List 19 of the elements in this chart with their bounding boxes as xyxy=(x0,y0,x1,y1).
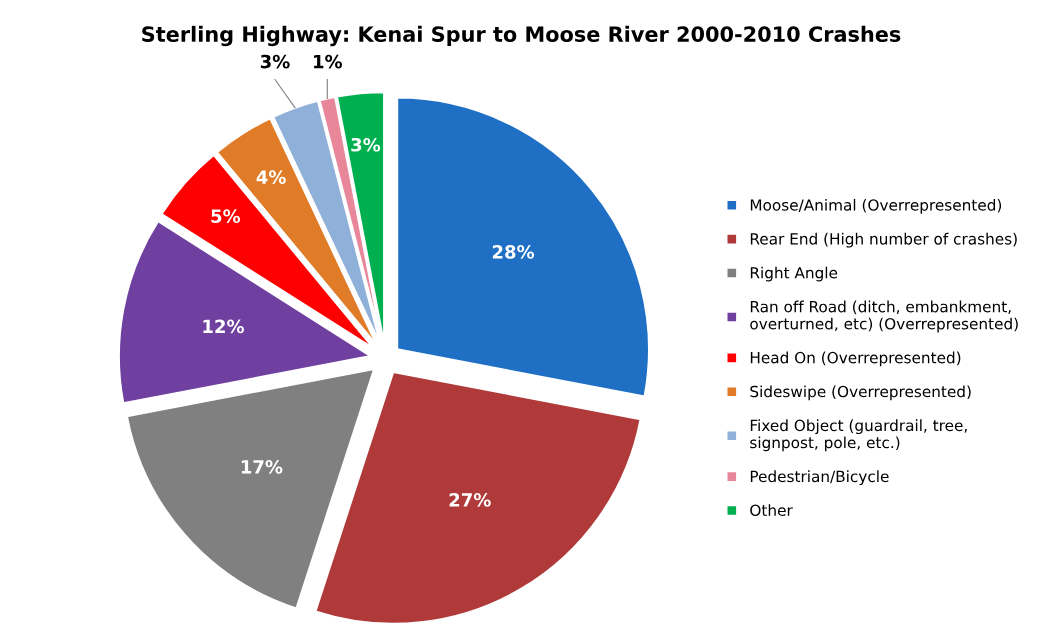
data-label: 1% xyxy=(314,54,343,69)
data-label: 17% xyxy=(241,459,283,474)
data-label: 3% xyxy=(351,137,381,152)
chart-title: Sterling Highway: Kenai Spur to Moose River 2000-2010 Crashes xyxy=(142,25,901,47)
data-label: 3% xyxy=(260,54,290,69)
legend-label: Head On (Overrepresented) xyxy=(750,351,961,367)
legend-label: Moose/Animal (Overrepresented) xyxy=(750,198,1002,214)
data-label: 5% xyxy=(211,209,241,223)
legend-label: Fixed Object (guardrail, tree, signpost, pole, etc.) xyxy=(750,419,967,452)
legend-label: Ran off Road (ditch, embankment, overturned, etc) (Overrepresented) xyxy=(750,300,1018,333)
data-label: 4% xyxy=(256,170,286,184)
data-label: 28% xyxy=(492,245,535,259)
legend-label: Pedestrian/Bicycle xyxy=(750,470,889,486)
legend-label: Other xyxy=(750,504,793,517)
legend-label: Sideswipe (Overrepresented) xyxy=(750,385,971,401)
legend-label: Rear End (High number of crashes) xyxy=(750,232,1017,248)
data-label: 12% xyxy=(203,319,245,334)
legend-label: Right Angle xyxy=(750,266,838,282)
data-label: 27% xyxy=(449,492,491,507)
